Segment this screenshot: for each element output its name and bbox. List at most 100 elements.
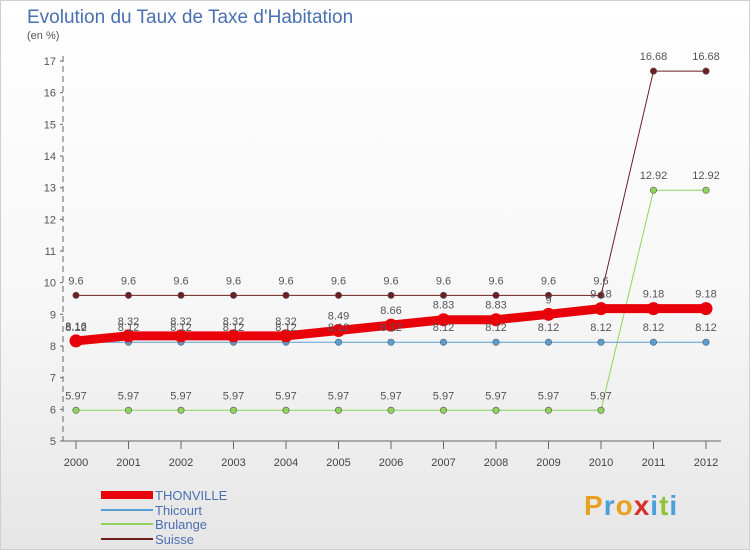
- logo-letter: P: [584, 490, 604, 521]
- data-label-brulange: 5.97: [170, 390, 191, 402]
- data-label-thicourt: 8.12: [65, 322, 86, 334]
- data-point-thonville: [122, 329, 135, 343]
- data-label-suisse: 16.68: [640, 51, 668, 63]
- data-label-thicourt: 8.12: [538, 322, 559, 334]
- data-point-thicourt: [597, 338, 605, 346]
- data-label-suisse: 9.6: [226, 275, 241, 287]
- data-label-suisse: 9.6: [278, 275, 293, 287]
- y-tick-label: 14: [44, 151, 56, 163]
- x-tick-label: 2004: [274, 457, 298, 469]
- y-tick-label: 16: [44, 88, 56, 100]
- legend-label-thonville: THONVILLE: [155, 487, 228, 503]
- data-point-brulange: [597, 406, 605, 414]
- data-label-brulange: 5.97: [65, 390, 86, 402]
- y-tick-label: 12: [44, 214, 56, 226]
- data-point-thonville: [489, 313, 503, 327]
- data-label-thonville: 8.32: [223, 316, 244, 328]
- x-tick-label: 2001: [116, 457, 140, 469]
- x-tick-label: 2003: [221, 457, 245, 469]
- x-tick-label: 2011: [642, 457, 666, 469]
- proxiti-logo: Proxiti: [584, 490, 678, 522]
- data-label-thicourt: 8.12: [275, 322, 296, 334]
- legend-item-brulange: Brulange: [101, 517, 207, 532]
- data-point-brulange: [492, 406, 500, 414]
- logo-letter: i: [650, 490, 660, 521]
- x-tick-label: 2010: [589, 457, 613, 469]
- legend-swatch-suisse: [101, 538, 153, 540]
- y-tick-label: 9: [50, 309, 56, 321]
- data-label-thicourt: 8.12: [695, 322, 716, 334]
- y-tick-label: 6: [50, 404, 56, 416]
- x-tick-label: 2006: [379, 457, 403, 469]
- data-point-suisse: [125, 291, 133, 299]
- data-label-suisse: 9.6: [68, 275, 83, 287]
- data-point-suisse: [177, 291, 185, 299]
- logo-letter: x: [633, 490, 651, 521]
- x-tick-label: 2008: [484, 457, 508, 469]
- logo-letter: o: [615, 490, 634, 521]
- data-point-brulange: [125, 406, 133, 414]
- data-label-thonville: 9.18: [643, 289, 664, 301]
- data-point-suisse: [334, 291, 342, 299]
- data-label-brulange: 5.97: [590, 390, 611, 402]
- data-point-thonville: [437, 313, 450, 327]
- legend-swatch-thicourt: [101, 509, 153, 511]
- legend-label-suisse: Suisse: [155, 531, 195, 547]
- data-label-thicourt: 8.12: [380, 322, 401, 334]
- x-tick-label: 2000: [64, 457, 88, 469]
- data-point-suisse: [544, 291, 552, 299]
- chart-unit: (en %): [27, 30, 60, 42]
- data-point-thicourt: [387, 338, 395, 346]
- x-tick-label: 2009: [536, 457, 560, 469]
- data-point-thonville: [69, 334, 83, 348]
- data-label-brulange: 5.97: [538, 390, 559, 402]
- data-point-thonville: [332, 323, 345, 337]
- x-tick-label: 2007: [431, 457, 455, 469]
- data-label-thonville: 9.18: [695, 289, 716, 301]
- data-point-brulange: [230, 406, 238, 414]
- data-point-brulange: [439, 406, 447, 414]
- data-point-suisse: [492, 291, 500, 299]
- data-point-thicourt: [334, 338, 342, 346]
- data-label-thonville: 8.83: [485, 300, 506, 312]
- y-tick-label: 11: [45, 246, 56, 258]
- y-tick-label: 10: [44, 278, 56, 290]
- data-label-thonville: 9: [545, 294, 551, 306]
- y-tick-label: 15: [44, 119, 56, 131]
- data-point-thonville: [384, 318, 398, 332]
- data-label-thicourt: 8.12: [433, 322, 454, 334]
- y-tick-label: 5: [50, 436, 56, 448]
- y-tick-label: 8: [50, 341, 56, 353]
- data-point-thicourt: [492, 338, 500, 346]
- data-label-thicourt: 8.12: [590, 322, 611, 334]
- y-tick-label: 13: [44, 183, 56, 195]
- data-labels: 8.16 8.32 8.32 8.32 8.32 8.49 8.66 8.83 8.83 9 9.1…: [65, 51, 719, 402]
- data-label-thonville: 8.16: [65, 321, 86, 333]
- series-lines: [69, 67, 713, 414]
- x-tick-label: 2002: [169, 457, 193, 469]
- data-point-brulange: [282, 406, 290, 414]
- chart-title: Evolution du Taux de Taxe d'Habitation: [27, 7, 354, 28]
- legend-label-thicourt: Thicourt: [155, 502, 202, 518]
- data-label-thicourt: 8.12: [170, 322, 191, 334]
- data-point-suisse: [387, 291, 395, 299]
- data-label-brulange: 5.97: [275, 390, 296, 402]
- series-line-suisse: [75, 70, 707, 296]
- data-label-suisse: 9.6: [593, 275, 608, 287]
- data-label-thonville: 8.32: [170, 316, 191, 328]
- data-label-suisse: 9.6: [488, 275, 503, 287]
- data-point-thonville: [594, 302, 608, 316]
- data-label-brulange: 5.97: [380, 390, 401, 402]
- data-point-suisse: [439, 291, 447, 299]
- data-label-suisse: 9.6: [541, 275, 556, 287]
- data-label-thonville: 8.32: [118, 316, 139, 328]
- data-point-brulange: [334, 406, 342, 414]
- data-label-suisse: 9.6: [436, 275, 451, 287]
- data-point-brulange: [544, 406, 552, 414]
- y-tick-label: 7: [50, 373, 56, 385]
- data-label-suisse: 9.6: [173, 275, 188, 287]
- data-point-brulange: [72, 406, 80, 414]
- x-tick-label: 2005: [326, 457, 350, 469]
- y-tick-label: 17: [44, 56, 56, 68]
